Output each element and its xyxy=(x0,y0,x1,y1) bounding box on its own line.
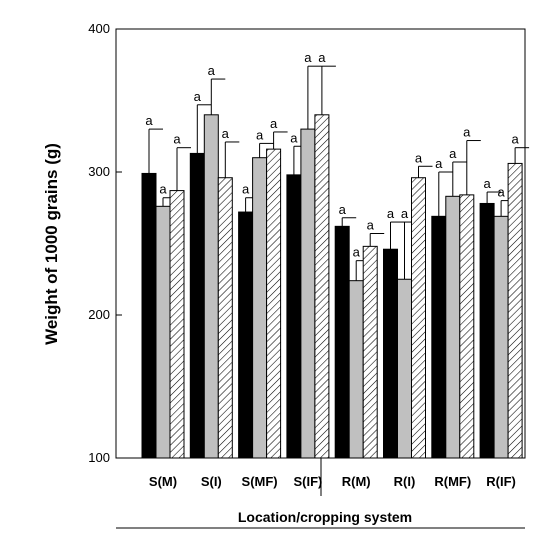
bar xyxy=(362,245,378,459)
category-label: R(MF) xyxy=(434,474,471,489)
bar xyxy=(300,128,316,459)
significance-label: a xyxy=(401,206,409,221)
significance-label: a xyxy=(222,126,230,141)
category-label: S(IF) xyxy=(293,474,322,489)
significance-label: a xyxy=(463,125,471,140)
bar xyxy=(141,172,157,459)
significance-label: a xyxy=(435,156,443,171)
bar xyxy=(445,195,461,459)
bar xyxy=(334,225,350,459)
y-tick-label: 300 xyxy=(88,164,110,179)
y-axis-ticks: 100 200 300 400 xyxy=(88,21,122,465)
significance-label: a xyxy=(145,113,153,128)
bar xyxy=(479,202,495,459)
y-axis-title: Weight of 1000 grains (g) xyxy=(42,143,61,345)
bar xyxy=(266,148,282,459)
bar xyxy=(383,248,398,459)
significance-label: a xyxy=(449,146,457,161)
y-tick-label: 400 xyxy=(88,21,110,36)
significance-label: a xyxy=(194,89,202,104)
x-axis-title: Location/cropping system xyxy=(238,509,412,525)
significance-label: a xyxy=(270,116,278,131)
significance-label: a xyxy=(290,130,298,145)
bar xyxy=(217,177,233,459)
category-label: S(M) xyxy=(149,474,177,489)
category-labels: S(M) S(I) S(MF) S(IF) R(M) R(I) R(MF) R(IF) xyxy=(149,474,516,489)
bar xyxy=(348,280,364,459)
bar xyxy=(493,215,509,459)
category-label: R(IF) xyxy=(486,474,516,489)
significance-label: a xyxy=(339,202,347,217)
bar xyxy=(397,278,412,459)
significance-label: a xyxy=(318,50,326,65)
bar xyxy=(314,114,330,459)
significance-label: a xyxy=(208,63,216,78)
bar xyxy=(155,205,171,459)
significance-label: a xyxy=(387,206,395,221)
significance-label: a xyxy=(483,176,491,191)
bar xyxy=(189,152,205,459)
category-label: R(I) xyxy=(394,474,416,489)
bar xyxy=(507,162,523,459)
bar xyxy=(411,177,426,459)
significance-label: a xyxy=(497,185,505,200)
significance-label: a xyxy=(173,132,181,147)
significance-label: a xyxy=(242,182,250,197)
bar xyxy=(431,215,447,459)
significance-label: a xyxy=(511,132,519,147)
significance-label: a xyxy=(256,127,264,142)
significance-label: a xyxy=(159,182,167,197)
bar xyxy=(169,190,185,459)
y-tick-label: 100 xyxy=(88,450,110,465)
significance-label: a xyxy=(367,217,375,232)
bar xyxy=(459,194,475,459)
y-tick-label: 200 xyxy=(88,307,110,322)
category-label: S(MF) xyxy=(242,474,278,489)
significance-label: a xyxy=(415,150,423,165)
bar xyxy=(252,157,268,459)
category-label: S(I) xyxy=(201,474,222,489)
bar xyxy=(286,174,302,459)
bar xyxy=(238,211,254,459)
significance-label: a xyxy=(353,245,361,260)
significance-label: a xyxy=(304,50,312,65)
category-label: R(M) xyxy=(342,474,371,489)
bar xyxy=(203,114,219,459)
